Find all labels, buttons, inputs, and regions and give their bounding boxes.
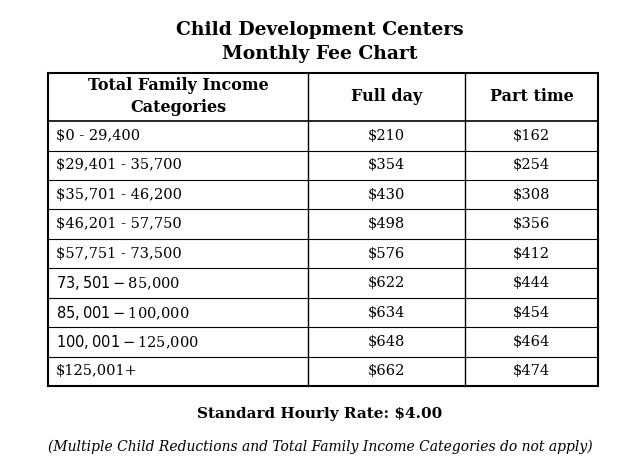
Text: $254: $254 xyxy=(513,158,550,172)
Text: $29,401 - 35,700: $29,401 - 35,700 xyxy=(56,158,182,172)
Text: $430: $430 xyxy=(368,188,405,202)
Text: $474: $474 xyxy=(513,365,550,379)
Text: $100,001 - $125,000: $100,001 - $125,000 xyxy=(56,333,198,351)
Text: $73,501 - $85,000: $73,501 - $85,000 xyxy=(56,274,180,292)
Text: $57,751 - 73,500: $57,751 - 73,500 xyxy=(56,247,181,261)
Text: $662: $662 xyxy=(368,365,405,379)
Text: $0 - 29,400: $0 - 29,400 xyxy=(56,129,140,143)
Text: Monthly Fee Chart: Monthly Fee Chart xyxy=(222,45,418,63)
Text: Child Development Centers: Child Development Centers xyxy=(176,22,464,39)
Text: $634: $634 xyxy=(368,306,405,320)
Text: $125,001+: $125,001+ xyxy=(56,365,138,379)
Text: Full day: Full day xyxy=(351,88,422,105)
Text: $356: $356 xyxy=(513,217,550,231)
Text: $464: $464 xyxy=(513,335,550,349)
Text: $162: $162 xyxy=(513,129,550,143)
Text: $622: $622 xyxy=(368,276,405,290)
Text: $210: $210 xyxy=(368,129,405,143)
Text: (Multiple Child Reductions and Total Family Income Categories do not apply): (Multiple Child Reductions and Total Fam… xyxy=(48,440,592,454)
Text: $498: $498 xyxy=(368,217,405,231)
Text: $454: $454 xyxy=(513,306,550,320)
Text: $412: $412 xyxy=(513,247,550,261)
Text: $35,701 - 46,200: $35,701 - 46,200 xyxy=(56,188,182,202)
Text: $308: $308 xyxy=(513,188,550,202)
Text: Total Family Income
Categories: Total Family Income Categories xyxy=(88,77,268,117)
Text: $46,201 - 57,750: $46,201 - 57,750 xyxy=(56,217,181,231)
Text: $576: $576 xyxy=(368,247,405,261)
Text: Standard Hourly Rate: $4.00: Standard Hourly Rate: $4.00 xyxy=(197,407,443,421)
Text: Part time: Part time xyxy=(490,88,573,105)
Text: $648: $648 xyxy=(368,335,405,349)
Text: $354: $354 xyxy=(368,158,405,172)
Text: $444: $444 xyxy=(513,276,550,290)
Text: $85,001 - $100,000: $85,001 - $100,000 xyxy=(56,304,189,322)
